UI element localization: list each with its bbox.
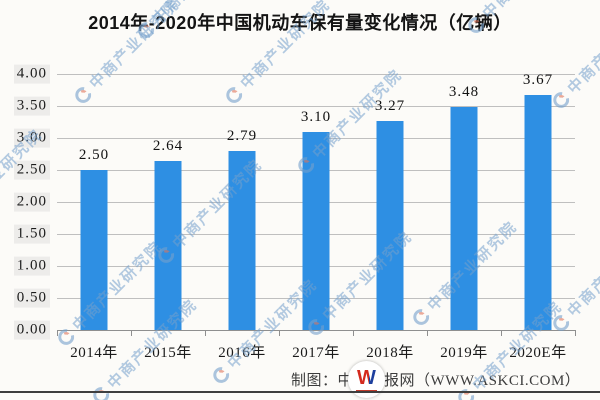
bar [302, 132, 330, 330]
y-axis-tick-label: 3.50 [13, 96, 50, 116]
bar-value-label: 3.67 [522, 72, 554, 88]
askci-w-logo-underline [356, 389, 377, 392]
bar [228, 151, 256, 330]
bar [154, 161, 182, 330]
bar [376, 121, 404, 330]
y-axis-tick-label: 3.00 [13, 128, 50, 148]
y-axis-tick-label: 2.00 [13, 192, 50, 212]
bar-value-label: 3.27 [374, 98, 406, 114]
y-axis-tick-label: 1.00 [13, 256, 50, 276]
y-axis-tick-label: 2.50 [13, 160, 50, 180]
x-axis-label: 2020E年 [509, 345, 567, 361]
askci-w-letter: W [357, 366, 376, 389]
x-axis-tick [205, 330, 206, 336]
chart-title: 2014年-2020年中国机动车保有量变化情况（亿辆） [88, 13, 512, 33]
bar [524, 95, 552, 330]
x-axis-label: 2018年 [366, 345, 414, 361]
x-axis-label: 2019年 [440, 345, 488, 361]
x-axis-tick [279, 330, 280, 336]
y-axis-tick-label: 0.50 [13, 288, 50, 308]
bar-value-label: 3.48 [448, 84, 480, 100]
x-axis-label: 2015年 [144, 345, 192, 361]
watermark-logo-icon [212, 366, 229, 383]
y-axis-tick-label: 1.50 [13, 224, 50, 244]
x-axis-label: 2017年 [292, 345, 340, 361]
bar-value-label: 3.10 [300, 109, 332, 125]
x-axis-tick [427, 330, 428, 336]
x-axis-tick [353, 330, 354, 336]
gridline [57, 106, 575, 107]
x-axis-line [57, 330, 575, 331]
bar-value-label: 2.50 [78, 147, 110, 163]
x-axis-tick [501, 330, 502, 336]
bar-value-label: 2.64 [152, 138, 184, 154]
x-axis-label: 2016年 [218, 345, 266, 361]
y-axis-tick-label: 0.00 [13, 320, 50, 340]
bar-value-label: 2.79 [226, 128, 258, 144]
bar [450, 107, 478, 330]
x-axis-tick [57, 330, 58, 336]
plot-area: 4.00 3.50 3.00 2.50 2.00 1.50 1.00 0.50 0.00 2.50… [13, 64, 576, 361]
bottom-border-line [0, 391, 600, 393]
bar [80, 170, 108, 330]
x-axis-label: 2014年 [70, 345, 118, 361]
x-axis-tick [131, 330, 132, 336]
footer-credit: 制图：中商情报网（WWW.ASKCI.COM） [291, 373, 581, 389]
x-axis-tick [575, 330, 576, 336]
gridline [57, 74, 575, 75]
y-axis-tick-label: 4.00 [13, 64, 50, 84]
